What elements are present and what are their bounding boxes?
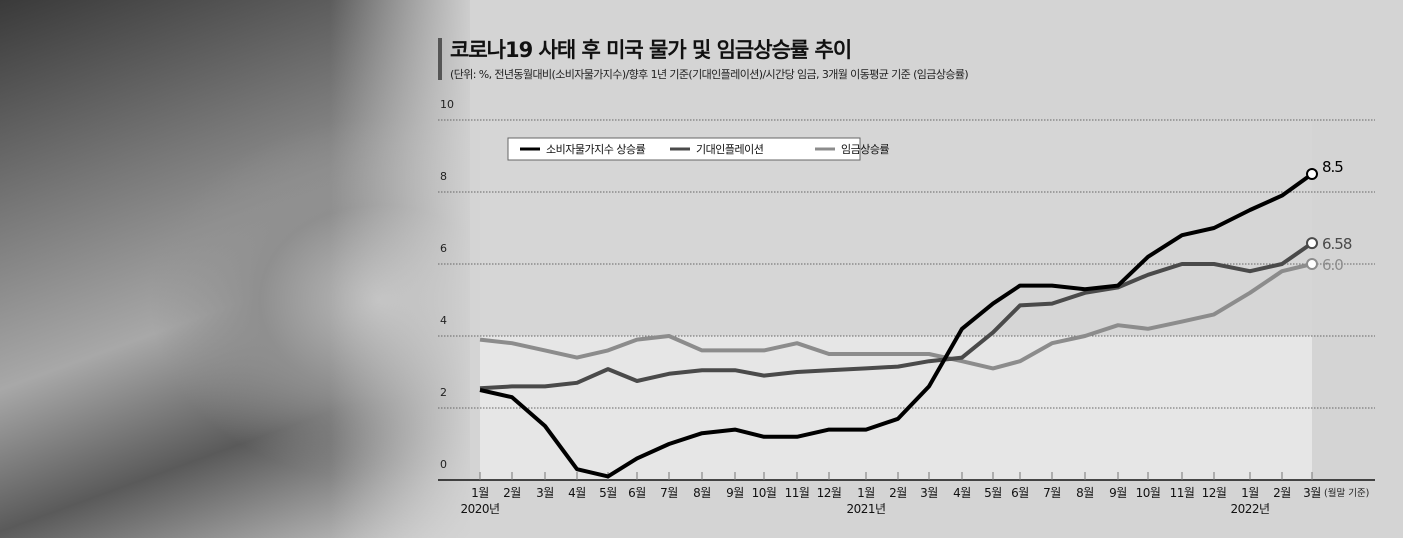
x-tick-label: 4월: [953, 486, 971, 500]
chart-title: 코로나19 사태 후 미국 물가 및 임금상승률 추이: [450, 38, 852, 62]
chart-subtitle: (단위: %, 전년동월대비(소비자물가지수)/향후 1년 기준(기대인플레이션…: [450, 68, 969, 81]
x-tick-label: 2월: [503, 486, 521, 500]
x-tick-label: 5월: [599, 486, 617, 500]
legend-label: 기대인플레이션: [696, 143, 763, 156]
end-value-label: 6.58: [1322, 235, 1352, 253]
x-tick-label: 1월: [857, 486, 875, 500]
series-line: [479, 262, 1313, 371]
year-label: 2020년: [460, 502, 499, 516]
legend-label: 소비자물가지수 상승률: [546, 143, 646, 156]
y-tick-label: 0: [440, 458, 447, 471]
x-tick-label: 6월: [628, 486, 646, 500]
x-tick-label: 5월: [984, 486, 1002, 500]
x-tick-label: 8월: [693, 486, 711, 500]
x-tick-label: 11월: [785, 486, 810, 500]
series-line: [479, 172, 1314, 479]
x-tick-label: 3월: [920, 486, 938, 500]
x-tick-label: 11월: [1170, 486, 1195, 500]
end-point-marker: [1306, 168, 1318, 180]
x-tick-label: 8월: [1076, 486, 1094, 500]
x-tick-label: 2월: [889, 486, 907, 500]
y-tick-label: 8: [440, 170, 447, 183]
end-point-marker: [1306, 258, 1318, 270]
legend-label: 임금상승률: [841, 143, 889, 156]
end-value-label: 6.0: [1322, 256, 1343, 274]
x-tick-label: 2월: [1273, 486, 1291, 500]
x-tick-label: 12월: [817, 486, 842, 500]
x-tick-label: 10월: [1136, 486, 1161, 500]
y-tick-label: 2: [440, 386, 447, 399]
x-tick-label: 9월: [726, 486, 744, 500]
x-tick-label: 7월: [660, 486, 678, 500]
photo-fade: [330, 0, 480, 538]
x-tick-label: 3월: [536, 486, 554, 500]
x-tick-label: 4월: [568, 486, 586, 500]
y-tick-label: 10: [440, 98, 454, 111]
title-accent-bar: [438, 38, 442, 80]
x-tick-label: 7월: [1043, 486, 1061, 500]
x-note: (월말 기준): [1324, 487, 1369, 499]
end-value-label: 8.5: [1322, 158, 1343, 176]
x-tick-label: 9월: [1109, 486, 1127, 500]
y-tick-label: 6: [440, 242, 447, 255]
x-tick-label: 12월: [1202, 486, 1227, 500]
x-tick-label: 10월: [752, 486, 777, 500]
x-tick-label: 3월: [1303, 486, 1321, 500]
x-tick-label: 6월: [1011, 486, 1029, 500]
x-tick-label: 1월: [1241, 486, 1259, 500]
series-line: [479, 241, 1314, 391]
y-tick-label: 4: [440, 314, 447, 327]
end-point-marker: [1306, 237, 1318, 250]
year-label: 2021년: [846, 502, 885, 516]
year-label: 2022년: [1230, 502, 1269, 516]
x-tick-label: 1월: [471, 486, 489, 500]
